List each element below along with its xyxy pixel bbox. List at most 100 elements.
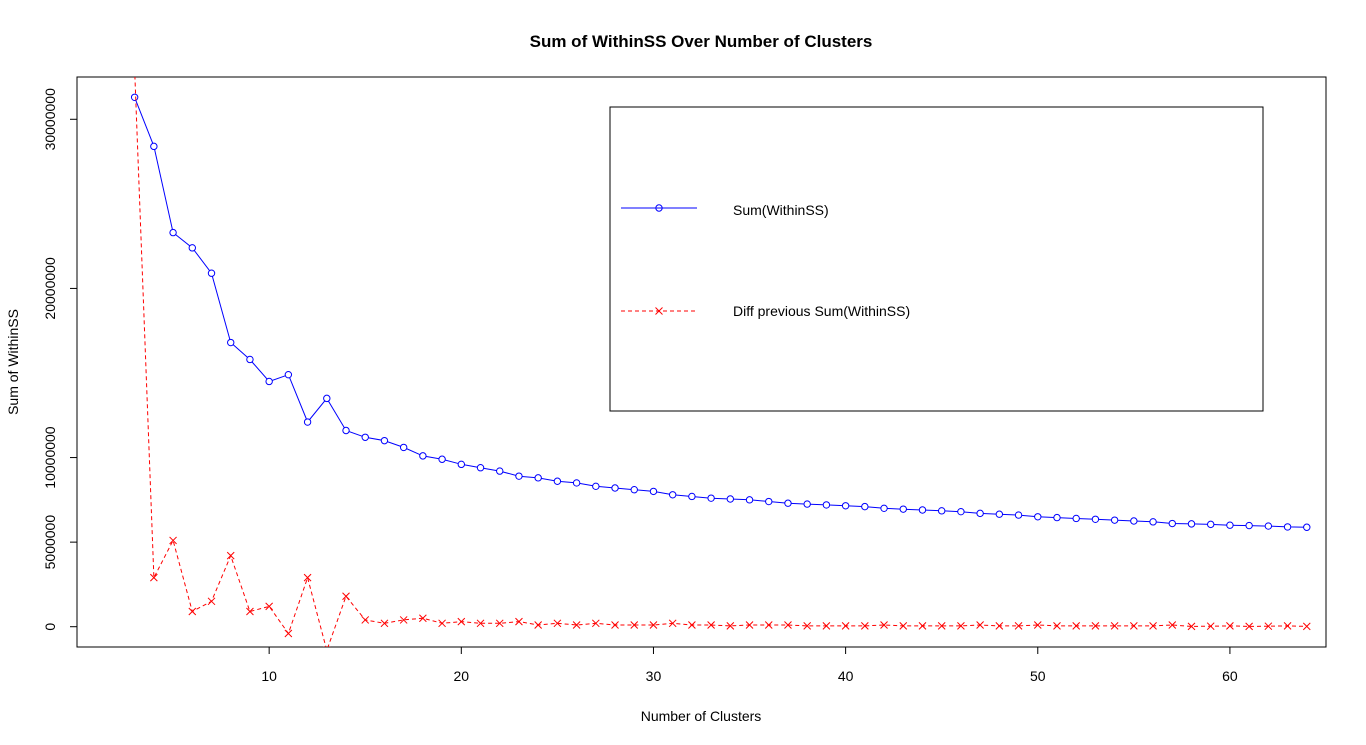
series-layer bbox=[130, 65, 1311, 647]
series-0-point bbox=[707, 494, 715, 502]
x-tick-label: 60 bbox=[1222, 668, 1238, 684]
series-0-point bbox=[688, 492, 696, 501]
x-tick-label: 50 bbox=[1030, 668, 1046, 684]
series-1-point bbox=[457, 617, 466, 626]
series-1-point bbox=[399, 616, 408, 624]
series-0-point bbox=[726, 495, 735, 503]
series-1-point bbox=[1226, 622, 1234, 630]
series-0-point bbox=[765, 497, 773, 506]
series-0-point bbox=[380, 436, 389, 445]
series-0-point bbox=[476, 464, 485, 472]
series-0-point bbox=[399, 443, 408, 452]
series-1-point bbox=[553, 619, 562, 628]
series-0-point bbox=[1303, 523, 1311, 531]
series-0-point bbox=[284, 370, 293, 379]
legend-box bbox=[609, 106, 1264, 412]
series-1-point bbox=[784, 621, 792, 629]
series-0-point bbox=[227, 338, 235, 347]
series-0-point bbox=[822, 501, 831, 509]
series-1-point bbox=[419, 614, 427, 623]
series-0-point bbox=[419, 452, 427, 460]
series-0-point bbox=[1091, 515, 1100, 523]
series-0-point bbox=[976, 509, 984, 518]
series-line-1 bbox=[134, 77, 1307, 647]
x-tick-label: 10 bbox=[261, 668, 277, 684]
legend-label-sum: Sum(WithinSS) bbox=[733, 202, 829, 218]
series-1-point bbox=[1168, 621, 1177, 629]
series-0-point bbox=[745, 496, 754, 504]
series-1-point bbox=[745, 621, 754, 629]
series-1-point bbox=[1206, 622, 1215, 631]
series-0-point bbox=[611, 484, 619, 492]
series-0-point bbox=[880, 504, 888, 513]
series-0-point bbox=[515, 472, 523, 480]
series-1-point bbox=[1091, 622, 1100, 630]
series-0-point bbox=[438, 455, 446, 463]
series-0-point bbox=[1014, 511, 1023, 519]
legend-marker-diff bbox=[655, 307, 663, 315]
series-1-point bbox=[611, 621, 619, 629]
series-1-point bbox=[1245, 622, 1253, 631]
series-0-point bbox=[1110, 516, 1119, 524]
series-1-point bbox=[150, 573, 158, 582]
series-1-point bbox=[515, 617, 523, 626]
series-1-point bbox=[591, 619, 600, 628]
series-0-point bbox=[784, 499, 792, 507]
series-0-point bbox=[1168, 519, 1176, 528]
series-1-point bbox=[131, 65, 138, 72]
y-tick-label: 5000000 bbox=[42, 515, 58, 570]
series-1-point bbox=[265, 602, 274, 611]
series-0-point bbox=[1226, 521, 1234, 529]
series-0-point bbox=[861, 502, 869, 511]
series-1-point bbox=[1014, 622, 1023, 630]
series-1-point bbox=[361, 616, 370, 624]
series-0-point bbox=[1072, 514, 1080, 523]
series-0-point bbox=[995, 510, 1004, 518]
series-1-point bbox=[1187, 622, 1196, 631]
series-0-point bbox=[188, 244, 196, 252]
series-1-point bbox=[188, 607, 197, 616]
x-axis: 10 20 30 40 50 60 bbox=[261, 646, 1238, 684]
series-0-point bbox=[169, 228, 177, 237]
series-1-point bbox=[937, 622, 946, 630]
series-1-point bbox=[764, 621, 773, 629]
series-1-point bbox=[323, 646, 331, 647]
series-1-point bbox=[246, 607, 254, 616]
series-1-point bbox=[726, 622, 735, 630]
series-0-point bbox=[803, 500, 811, 508]
series-1-point bbox=[1053, 622, 1061, 630]
series-1-point bbox=[957, 622, 965, 630]
series-0-point bbox=[323, 394, 331, 403]
legend-label-diff: Diff previous Sum(WithinSS) bbox=[733, 303, 910, 319]
series-0-point bbox=[246, 355, 254, 364]
series-1-point bbox=[841, 622, 850, 630]
series-1-point bbox=[1302, 622, 1311, 631]
series-1-point bbox=[1110, 622, 1119, 630]
series-1-point bbox=[207, 597, 216, 606]
series-1-point bbox=[380, 619, 389, 628]
series-0-point bbox=[918, 506, 927, 514]
series-0-point bbox=[1207, 520, 1215, 529]
series-1-point bbox=[1283, 622, 1292, 630]
series-0-point bbox=[1149, 518, 1157, 526]
series-0-point bbox=[342, 426, 350, 435]
series-1-point bbox=[1129, 622, 1138, 630]
series-1-point bbox=[822, 622, 831, 630]
series-1-point bbox=[995, 622, 1004, 630]
y-tick-label: 20000000 bbox=[42, 257, 58, 320]
series-0-point bbox=[668, 491, 677, 499]
y-tick-label: 0 bbox=[42, 623, 58, 631]
series-1-point bbox=[476, 619, 485, 628]
series-1-point bbox=[226, 551, 235, 560]
y-axis: 0 5000000 10000000 20000000 30000000 bbox=[42, 88, 78, 631]
series-1-point bbox=[803, 622, 812, 630]
series-1-point bbox=[860, 622, 869, 630]
series-0-point bbox=[592, 482, 600, 491]
series-1-point bbox=[342, 592, 350, 601]
x-tick-label: 20 bbox=[454, 668, 470, 684]
series-1-point bbox=[169, 536, 177, 545]
series-0-point bbox=[150, 142, 158, 151]
series-1-point bbox=[899, 622, 908, 630]
y-axis-label: Sum of WithinSS bbox=[5, 309, 21, 415]
